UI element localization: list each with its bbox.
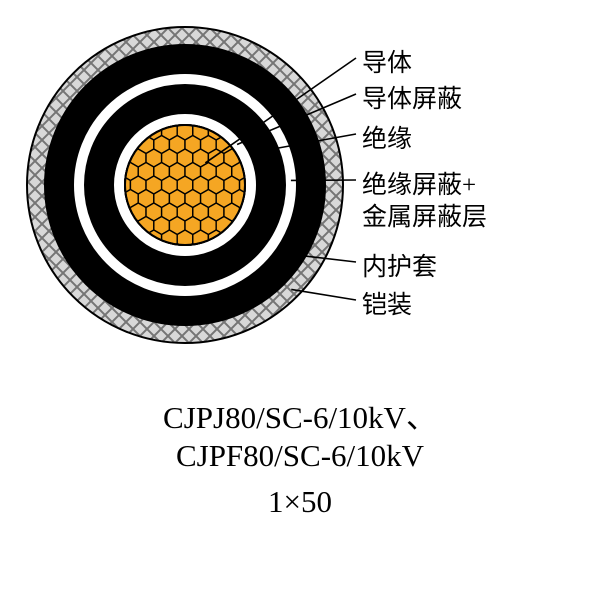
label-insulation: 绝缘	[362, 119, 412, 155]
caption-line-2: CJPF80/SC-6/10kV	[0, 438, 600, 474]
caption-line-1: CJPJ80/SC-6/10kV、	[0, 392, 600, 437]
label-conductor: 导体	[362, 43, 412, 79]
label-shield-1: 绝缘屏蔽+	[362, 165, 476, 201]
label-shield-2: 金属屏蔽层	[362, 197, 487, 233]
caption-line-3: 1×50	[0, 484, 600, 520]
cable-diagram: 导体 导体屏蔽 绝缘 绝缘屏蔽+ 金属屏蔽层 内护套 铠装 CJPJ80/SC-…	[0, 0, 600, 600]
label-armor: 铠装	[362, 285, 412, 321]
label-cond-screen: 导体屏蔽	[362, 79, 462, 115]
label-inner-sheath: 内护套	[362, 247, 437, 283]
